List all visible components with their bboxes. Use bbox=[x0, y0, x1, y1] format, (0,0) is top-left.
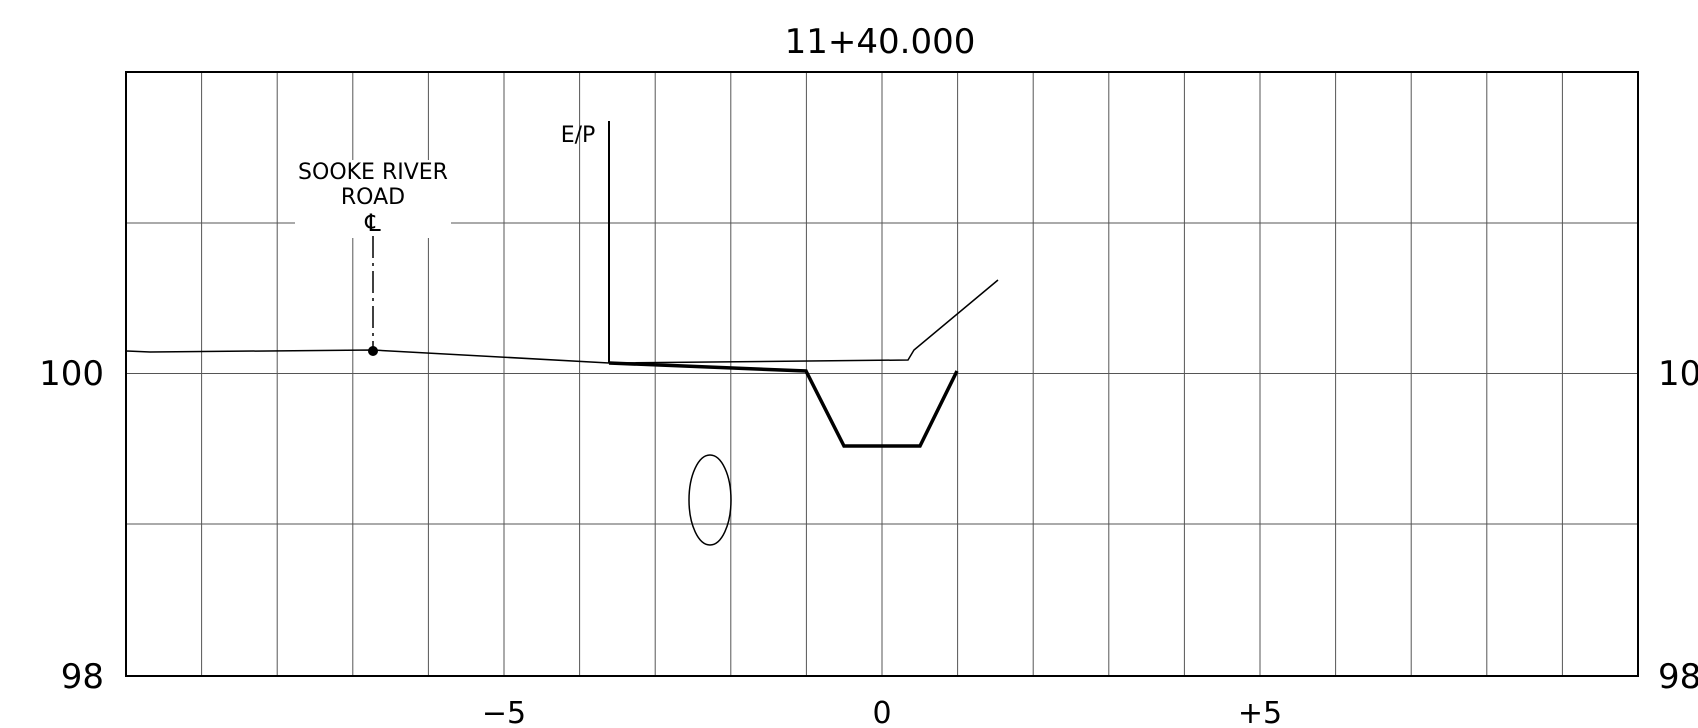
centerline-point bbox=[368, 346, 378, 356]
pipe-ellipse bbox=[688, 454, 732, 546]
x-label-minus-5: −5 bbox=[482, 696, 526, 728]
section-title: 11+40.000 bbox=[785, 22, 976, 62]
design-ditch-profile bbox=[608, 361, 959, 448]
centerline-symbol: ℄ bbox=[364, 209, 381, 237]
road-label-mask bbox=[295, 160, 451, 238]
y-label-right-98: 98 bbox=[1658, 657, 1698, 697]
y-label-left-100: 100 bbox=[39, 354, 104, 394]
grid bbox=[126, 72, 1638, 676]
x-label-0: 0 bbox=[872, 696, 891, 728]
y-label-right-100: 100 bbox=[1658, 354, 1698, 394]
x-label-plus-5: +5 bbox=[1238, 696, 1282, 728]
edge-of-pavement-label: E/P bbox=[561, 123, 596, 148]
existing-ground-line bbox=[125, 279, 999, 364]
plot-frame bbox=[125, 71, 1639, 677]
road-type-label: ROAD bbox=[341, 185, 405, 210]
y-label-left-98: 98 bbox=[61, 657, 104, 697]
road-name-label: SOOKE RIVER bbox=[298, 160, 448, 185]
